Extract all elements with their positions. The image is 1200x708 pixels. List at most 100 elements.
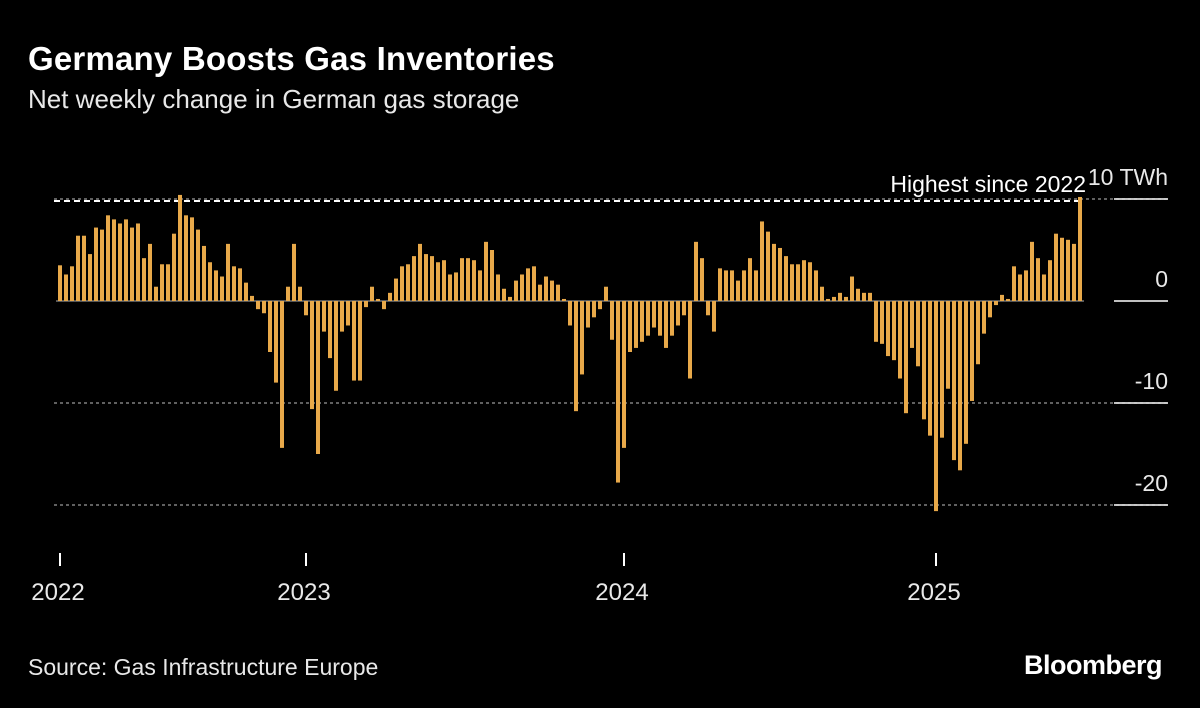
bar: [760, 221, 764, 301]
bar: [646, 301, 650, 336]
bar: [550, 280, 554, 301]
bar: [454, 272, 458, 301]
bar: [448, 274, 452, 301]
bar: [274, 301, 278, 383]
bar: [400, 266, 404, 301]
bar: [958, 301, 962, 471]
bar: [1048, 260, 1052, 301]
x-tick-label: 2022: [31, 579, 84, 606]
bar: [796, 264, 800, 301]
bar: [58, 265, 62, 301]
x-tick-label: 2024: [595, 579, 648, 606]
bar: [670, 301, 674, 336]
bar: [664, 301, 668, 348]
bar: [628, 301, 632, 352]
bar: [988, 301, 992, 318]
bar: [742, 270, 746, 301]
x-tick-label: 2025: [907, 579, 960, 606]
bar: [718, 268, 722, 301]
bar: [220, 276, 224, 301]
bar: [82, 235, 86, 301]
bar: [688, 301, 692, 379]
bar-layer: [58, 194, 1082, 512]
bar: [298, 286, 302, 301]
bar: [814, 270, 818, 301]
annotation-label: Highest since 2022: [890, 171, 1086, 197]
bar: [286, 286, 290, 301]
bar: [880, 301, 884, 344]
bar: [946, 301, 950, 389]
bar: [850, 276, 854, 301]
bar: [766, 231, 770, 301]
bar: [1018, 274, 1022, 301]
bar: [184, 215, 188, 301]
bar: [214, 270, 218, 301]
bar: [100, 229, 104, 301]
bar: [310, 301, 314, 410]
bar: [964, 301, 968, 444]
bar: [1060, 237, 1064, 301]
bar: [604, 286, 608, 301]
bar: [544, 276, 548, 301]
y-tick-label: 10 TWh: [1088, 164, 1168, 190]
bar: [580, 301, 584, 375]
bar: [802, 260, 806, 301]
bar: [928, 301, 932, 436]
y-tick-label: -10: [1135, 368, 1168, 394]
bar: [196, 229, 200, 301]
bar: [466, 258, 470, 301]
bar: [442, 260, 446, 301]
bar: [826, 298, 830, 301]
bar: [112, 219, 116, 301]
bar: [904, 301, 908, 414]
bar: [508, 296, 512, 301]
bar: [304, 301, 308, 316]
bar: [1054, 233, 1058, 301]
bar: [238, 268, 242, 301]
bar: [514, 280, 518, 301]
bar: [190, 217, 194, 301]
bar: [76, 235, 80, 301]
bar: [406, 264, 410, 301]
bar: [700, 258, 704, 301]
bar: [352, 301, 356, 381]
bar: [436, 262, 440, 301]
bar: [1036, 258, 1040, 301]
bar: [874, 301, 878, 342]
bar: [634, 301, 638, 348]
bar: [388, 292, 392, 301]
bar: [226, 243, 230, 301]
bar: [490, 250, 494, 301]
bar: [1000, 294, 1004, 301]
bar: [982, 301, 986, 334]
bar: [772, 243, 776, 301]
bar: [160, 264, 164, 301]
bar: [1012, 266, 1016, 301]
bar: [130, 227, 134, 301]
bar: [1006, 298, 1010, 301]
bar: [280, 301, 284, 448]
bar: [658, 301, 662, 336]
bar: [778, 247, 782, 301]
label-layer: 10 TWh 0 -10 -20 Highest since 2022 2022 2023 2…: [31, 164, 1168, 606]
bar: [106, 215, 110, 301]
bar: [1030, 241, 1034, 301]
bar: [202, 245, 206, 301]
bar: [142, 258, 146, 301]
bar: [694, 241, 698, 301]
bar: [616, 301, 620, 483]
bar: [844, 296, 848, 301]
y-tick-label: -20: [1135, 470, 1168, 496]
bar: [154, 286, 158, 301]
bar: [532, 266, 536, 301]
bar: [118, 223, 122, 301]
bar: [394, 278, 398, 301]
bar: [886, 301, 890, 357]
bar: [1078, 196, 1082, 301]
bar: [598, 301, 602, 310]
bar: [916, 301, 920, 367]
bar: [574, 301, 578, 412]
bar: [334, 301, 338, 391]
bar: [94, 227, 98, 301]
bar: [364, 301, 368, 308]
